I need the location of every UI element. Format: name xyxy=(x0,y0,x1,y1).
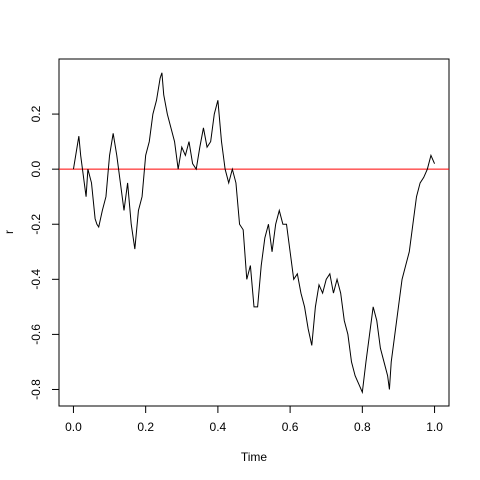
x-tick-label: 0.2 xyxy=(137,420,154,434)
x-tick-label: 0.6 xyxy=(282,420,299,434)
data-line xyxy=(72,72,436,395)
x-tick-label: 0.4 xyxy=(210,420,227,434)
y-tick-label: 0.2 xyxy=(29,105,43,122)
y-tick-label: -0.2 xyxy=(29,214,43,235)
x-tick-label: 0.8 xyxy=(354,420,371,434)
y-axis-label: r xyxy=(2,230,16,234)
x-tick-label: 1.0 xyxy=(426,420,443,434)
y-tick-label: -0.8 xyxy=(29,379,43,400)
y-tick-label: -0.4 xyxy=(29,269,43,290)
plot-box xyxy=(58,58,450,407)
y-tick-label: -0.6 xyxy=(29,324,43,345)
x-tick-label: 0.0 xyxy=(65,420,82,434)
x-axis-label: Time xyxy=(241,450,268,464)
y-tick-label: 0.0 xyxy=(29,160,43,177)
